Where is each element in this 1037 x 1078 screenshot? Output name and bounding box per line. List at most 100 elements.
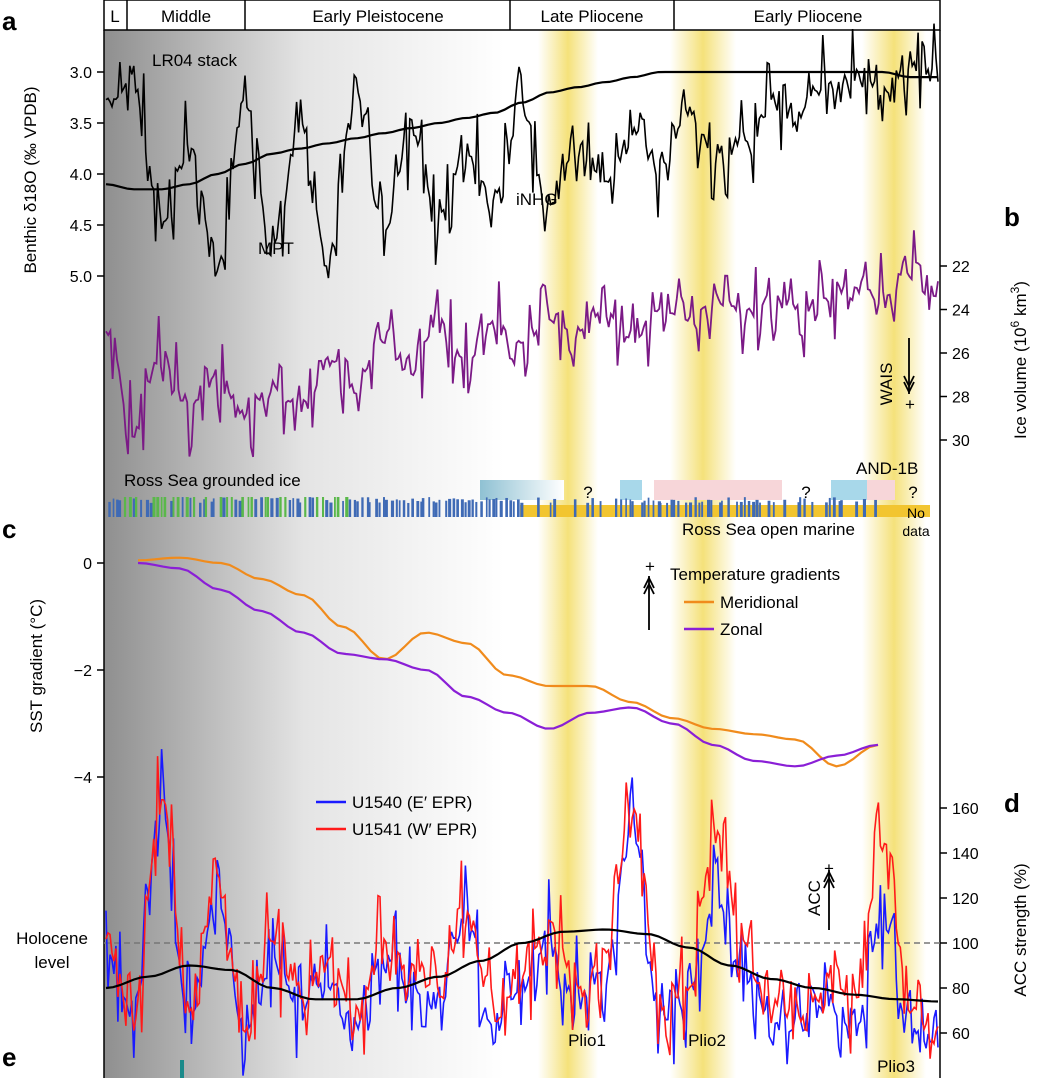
core-barcode-line	[641, 502, 644, 517]
core-barcode-line	[694, 497, 697, 517]
core-barcode-line	[438, 499, 441, 517]
u1540-line	[105, 749, 939, 1076]
core-barcode-line	[509, 500, 513, 517]
core-barcode-line	[752, 501, 756, 517]
core-barcode-line	[112, 498, 115, 517]
question-mark: ?	[583, 483, 592, 502]
u1541-line	[105, 756, 939, 1059]
core-barcode-line	[448, 498, 452, 517]
core-barcode-line	[840, 500, 843, 517]
core-barcode-line	[495, 497, 498, 517]
core-barcode-line	[108, 501, 111, 517]
core-barcode-line	[369, 502, 371, 517]
core-barcode-line	[811, 501, 814, 517]
core-barcode-line	[181, 497, 184, 517]
ice-volume-tick-label: 30	[952, 433, 970, 450]
core-barcode-line	[308, 497, 312, 517]
d18o-tick-label: 4.0	[70, 167, 92, 184]
wais-label: WAIS	[877, 363, 896, 406]
core-barcode-line	[517, 499, 520, 517]
blue-box	[620, 480, 642, 500]
core-barcode-line	[727, 497, 730, 517]
gradient-plus: +	[645, 557, 655, 576]
core-barcode-line	[825, 502, 828, 517]
plio2-band	[670, 30, 736, 1078]
core-barcode-line	[395, 499, 398, 517]
panel-label-c: c	[2, 514, 16, 544]
legend-label-zonal: Zonal	[720, 620, 763, 639]
ice-volume-tick-label: 26	[952, 346, 970, 363]
core-barcode-line	[701, 501, 704, 517]
panel-a-ylabel: Benthic δ18O (‰ VPDB)	[21, 86, 40, 273]
core-barcode-line	[803, 498, 806, 517]
blue-box	[831, 480, 867, 500]
core-barcode-line	[170, 500, 174, 517]
band-label-plio2: Plio2	[688, 1031, 726, 1050]
open-marine-strip	[520, 505, 930, 517]
wais-plus: +	[905, 395, 915, 414]
no-data-label: data	[902, 523, 929, 539]
lr04-title: LR04 stack	[152, 51, 238, 70]
holocene-label: Holocene	[16, 929, 88, 948]
no-data-label: No	[907, 505, 925, 521]
core-barcode-line	[366, 497, 370, 517]
legend-label-meridional: Meridional	[720, 593, 798, 612]
core-barcode-line	[710, 500, 713, 517]
core-barcode-line	[390, 500, 395, 517]
core-barcode-line	[132, 498, 135, 517]
core-barcode-line	[862, 499, 866, 517]
panel-b-ylabel: Ice volume (106 km3)	[1008, 281, 1030, 439]
panel-label-a: a	[2, 6, 17, 36]
epoch-label: Early Pleistocene	[312, 7, 443, 26]
acc-tick-label: 80	[952, 981, 970, 998]
core-barcode-line	[599, 501, 602, 517]
core-barcode-line	[505, 497, 508, 517]
core-barcode-line	[348, 499, 352, 517]
panel-c: SST gradient (°C) 0 −2 −4 Temperature grad…	[27, 556, 879, 787]
core-barcode-line	[156, 497, 160, 517]
core-barcode-line	[128, 497, 132, 517]
ross-open-label: Ross Sea open marine	[682, 520, 855, 539]
core-barcode-line	[336, 497, 340, 517]
zonal-gradient-line	[137, 561, 879, 768]
wais-arrow	[903, 338, 915, 395]
core-barcode-line	[652, 500, 655, 517]
panel-b: Ice volume (106 km3) 22 24 26 28 30 WAIS + A…	[105, 230, 1030, 539]
core-barcode-line	[464, 502, 467, 517]
core-barcode-line	[620, 499, 623, 517]
pink-box	[867, 480, 895, 500]
core-barcode-line	[296, 498, 300, 517]
core-barcode-line	[797, 502, 801, 517]
core-barcode-line	[520, 502, 524, 517]
core-barcode-line	[163, 497, 167, 517]
core-barcode-line	[270, 498, 274, 517]
core-barcode-line	[378, 502, 381, 517]
core-barcode-line	[189, 497, 192, 517]
band-label-plio3: Plio3	[877, 1057, 915, 1076]
core-barcode-line	[299, 502, 302, 517]
core-barcode-line	[573, 499, 577, 517]
core-barcode-line	[264, 497, 267, 517]
core-barcode-line	[759, 502, 761, 517]
core-barcode-line	[402, 500, 406, 517]
legend-label-u1540: U1540 (E′ EPR)	[352, 793, 472, 812]
core-barcode-line	[383, 497, 385, 517]
core-barcode-line	[230, 497, 233, 517]
core-barcode-line	[828, 497, 831, 517]
meridional-gradient-line	[137, 556, 879, 768]
core-barcode-line	[172, 497, 175, 517]
core-barcode-line	[416, 501, 420, 517]
grounded-ice-box	[480, 480, 564, 500]
core-barcode-line	[311, 497, 315, 517]
core-barcode-line	[783, 499, 787, 517]
lr04-record-line	[105, 23, 939, 279]
core-barcode-line	[385, 499, 388, 517]
core-barcode-line	[772, 502, 775, 517]
core-barcode-line	[212, 498, 215, 517]
d18o-tick-label: 3.5	[70, 116, 92, 133]
band-label-plio1: Plio1	[568, 1031, 606, 1050]
core-barcode-line	[874, 499, 877, 517]
ross-grounded-label: Ross Sea grounded ice	[124, 471, 301, 490]
core-barcode-line	[322, 497, 325, 517]
core-barcode-line	[549, 502, 552, 517]
